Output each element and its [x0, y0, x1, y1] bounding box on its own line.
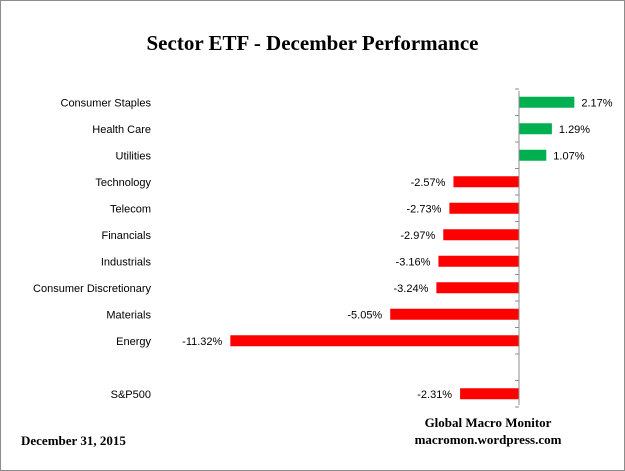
bar	[230, 335, 519, 347]
data-label: 1.07%	[553, 150, 584, 162]
bar	[449, 202, 519, 214]
data-label: -2.73%	[407, 203, 442, 215]
bar	[438, 255, 519, 267]
data-label: -5.05%	[347, 309, 382, 321]
category-label: S&P500	[111, 389, 151, 401]
bar	[436, 282, 519, 294]
data-label: 1.29%	[559, 124, 590, 136]
source-name: Global Macro Monitor	[424, 415, 552, 430]
category-label: Materials	[106, 309, 151, 321]
bar	[390, 308, 519, 320]
data-label: -3.16%	[396, 256, 431, 268]
category-label: Technology	[95, 177, 151, 189]
data-label: -11.32%	[182, 336, 222, 348]
date-label: December 31, 2015	[21, 433, 126, 448]
category-label: Consumer Discretionary	[33, 283, 151, 295]
category-label: Utilities	[116, 150, 152, 162]
bar	[519, 96, 575, 108]
source-block: Global Macro Monitor macromon.wordpress.…	[378, 414, 598, 448]
chart-title: Sector ETF - December Performance	[146, 31, 479, 55]
bar	[460, 388, 519, 400]
bar	[519, 123, 552, 135]
data-label: -3.24%	[394, 283, 429, 295]
category-label: Consumer Staples	[61, 97, 152, 109]
data-label: -2.31%	[417, 389, 452, 401]
data-label: -2.97%	[400, 230, 435, 242]
source-url: macromon.wordpress.com	[414, 432, 562, 447]
bar	[453, 176, 519, 188]
category-label: Energy	[116, 336, 151, 348]
category-label: Industrials	[101, 256, 152, 268]
category-label: Financials	[101, 230, 151, 242]
data-label: 2.17%	[581, 97, 612, 109]
category-label: Health Care	[92, 124, 151, 136]
category-label: Telecom	[110, 203, 151, 215]
bar	[443, 229, 519, 241]
data-label: -2.57%	[411, 177, 446, 189]
bar	[519, 149, 547, 161]
